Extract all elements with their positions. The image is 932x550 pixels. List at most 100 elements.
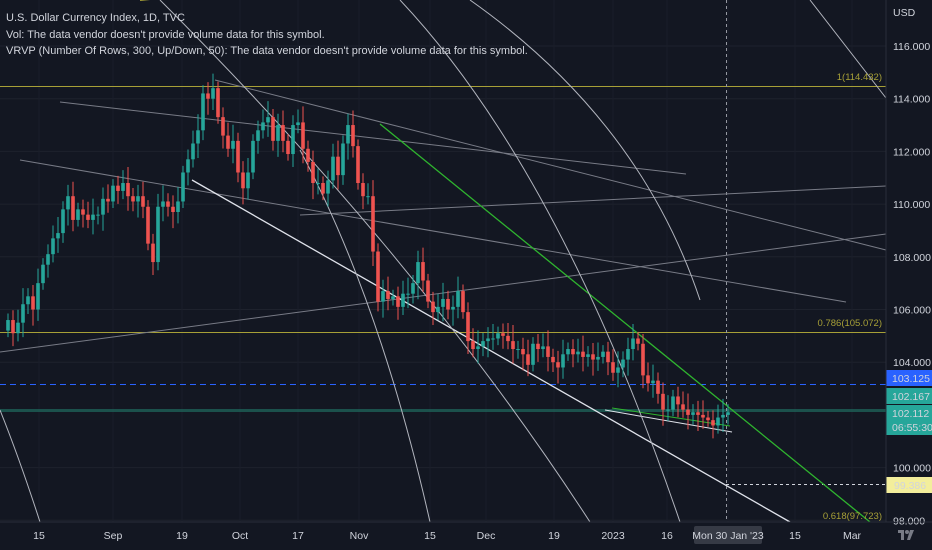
candle-body [641, 343, 645, 376]
candle-body [431, 301, 435, 313]
candle-body [86, 214, 90, 220]
candle-body [306, 148, 310, 162]
candle-body [226, 135, 230, 149]
symbol-title[interactable]: U.S. Dollar Currency Index, 1D, TVC [6, 12, 185, 24]
candle-body [601, 351, 605, 357]
candle-body [136, 196, 140, 202]
price-tick-label: 110.000 [893, 199, 930, 211]
candle-body [406, 293, 410, 295]
green-trendline[interactable] [379, 123, 871, 523]
tradingview-logo-icon[interactable] [896, 528, 918, 542]
candle-body [661, 393, 665, 410]
candle-body [586, 354, 590, 357]
candle-body [121, 183, 125, 191]
candle-body [131, 196, 135, 202]
time-tick-label: Nov [350, 530, 369, 542]
candle-body [186, 159, 190, 173]
white-trendline[interactable] [191, 179, 791, 523]
candle-body [466, 312, 470, 342]
arc-5[interactable] [0, 409, 41, 523]
candle-body [516, 349, 520, 351]
candle-body [341, 143, 345, 176]
candle-body [716, 417, 720, 426]
grey-trendline-1[interactable] [59, 101, 687, 175]
candle-body [531, 343, 535, 365]
candle-body [636, 338, 640, 344]
candle-body [286, 140, 290, 155]
candle-body [651, 380, 655, 384]
candle-body [446, 298, 450, 310]
dashed-price-label: 103.125 [886, 370, 932, 386]
candle-body [111, 185, 115, 202]
candle-body [616, 367, 620, 373]
candle-body [336, 156, 340, 176]
candle-body [171, 206, 175, 213]
candle-body [396, 296, 400, 307]
candle-body [21, 304, 25, 323]
candle-body [391, 296, 395, 299]
time-tick-label: 17 [292, 530, 304, 542]
candle-body [671, 396, 675, 410]
grey-trendline-3[interactable] [214, 79, 887, 251]
candle-body [26, 296, 30, 305]
grey-trendline-2[interactable] [19, 159, 847, 303]
arc-1[interactable] [159, 0, 591, 523]
candle-body [271, 117, 275, 141]
candle-body [556, 362, 560, 368]
candle-body [106, 198, 110, 202]
candle-body [491, 338, 495, 340]
arc-2[interactable] [399, 0, 681, 523]
candle-body [596, 356, 600, 360]
time-axis[interactable]: 15 Sep 19 Oct 17 Nov 15 Dec 19 2023 16 Mon 30 Jan '… [33, 526, 862, 544]
price-axis[interactable]: 116.000 114.000 112.000 110.000 108.000 106.0… [893, 41, 931, 527]
candle-body [371, 196, 375, 252]
price-tick-label: 108.000 [893, 252, 931, 264]
candle-body [201, 93, 205, 131]
candle-body [646, 375, 650, 384]
candle-body [146, 206, 150, 244]
candle-body [81, 209, 85, 215]
volume-indicator-note[interactable]: Vol: The data vendor doesn't provide vol… [6, 28, 325, 41]
candle-body [206, 93, 210, 99]
time-tick-label: Dec [477, 530, 496, 542]
time-tick-label: Mar [843, 530, 862, 542]
crosshair-price-text: 99.386 [894, 480, 926, 492]
crosshair-date-box [694, 526, 762, 544]
arc-6[interactable] [809, 0, 887, 99]
candle-body [576, 351, 580, 355]
candle-body [376, 251, 380, 302]
candle-body [561, 354, 565, 368]
candle-body [296, 122, 300, 126]
candle-body [511, 341, 515, 350]
price-tick-label: 100.000 [893, 463, 931, 475]
candle-body [666, 409, 670, 411]
candle-body [426, 280, 430, 302]
candle-body [551, 356, 555, 363]
candle-body [401, 293, 405, 307]
drawing-layer [0, 0, 887, 523]
green-trendline-2[interactable] [611, 407, 731, 427]
candle-body [486, 338, 490, 342]
white-trendline-2[interactable] [604, 409, 733, 433]
candle-body [96, 214, 100, 216]
candle-body [266, 117, 270, 123]
candle-body [471, 341, 475, 350]
vrvp-indicator-note[interactable]: VRVP (Number Of Rows, 300, Up/Down, 50):… [6, 45, 528, 57]
candle-body [656, 380, 660, 394]
candle-body [356, 146, 360, 184]
candle-body [581, 351, 585, 357]
candle-body [301, 122, 305, 149]
price-tick-label: 112.000 [893, 146, 930, 158]
candle-body [116, 185, 120, 191]
candle-body [316, 183, 320, 185]
candle-body [621, 359, 625, 368]
dashed-price-text: 103.125 [892, 373, 930, 385]
candle-body [246, 172, 250, 189]
candle-body [611, 362, 615, 373]
candle-body [31, 296, 35, 310]
grey-trendline-5[interactable] [299, 185, 887, 216]
arc-3[interactable] [469, 0, 701, 301]
arc-4[interactable] [299, 149, 431, 523]
price-tick-label: 98.000 [893, 515, 925, 527]
